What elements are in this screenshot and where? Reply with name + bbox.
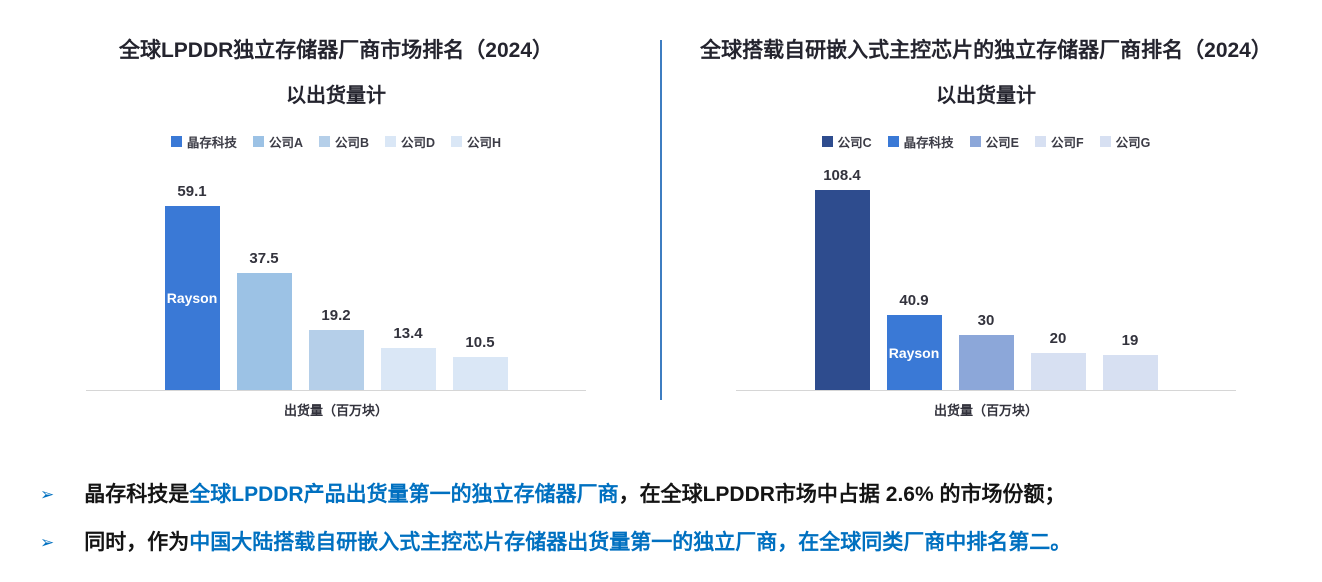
text-segment: 同时，作为 xyxy=(84,531,190,555)
legend-item: 公司E xyxy=(969,132,1019,151)
bar-value-label: 20 xyxy=(1049,330,1067,347)
bullet-arrow-icon: ➢ xyxy=(40,485,55,504)
chart-legend: 公司C 晶存科技 公司E 公司F 公司G xyxy=(821,132,1151,151)
bar xyxy=(452,357,508,390)
legend-swatch xyxy=(385,136,396,147)
bar: Rayson xyxy=(164,206,220,390)
chart-title: 全球LPDDR独立存储器厂商市场排名（2024） xyxy=(118,39,554,62)
legend-item: 公司B xyxy=(318,132,369,151)
bar-column: 59.1 Rayson xyxy=(164,183,220,390)
bar xyxy=(308,330,364,390)
legend-item: 晶存科技 xyxy=(887,132,954,151)
chart-embedded-controller-ranking: 全球搭载自研嵌入式主控芯片的独立存储器厂商排名（2024） 以出货量计 公司C 晶… xyxy=(666,26,1306,419)
chart-subtitle: 以出货量计 xyxy=(286,85,386,107)
bar-value-label: 10.5 xyxy=(465,334,495,351)
bullet-item: ➢ 同时，作为中国大陆搭载自研嵌入式主控芯片存储器出货量第一的独立厂商，在全球同类… xyxy=(40,529,1292,557)
bar-column: 108.4 xyxy=(814,167,870,390)
bar-brand-label: Rayson xyxy=(888,344,940,361)
bar-value-label: 13.4 xyxy=(393,325,423,342)
bar-value-label: 19.2 xyxy=(321,307,351,324)
text-segment: 晶存科技是 xyxy=(84,483,190,506)
bullet-text: 同时，作为中国大陆搭载自研嵌入式主控芯片存储器出货量第一的独立厂商，在全球同类厂… xyxy=(84,529,1071,557)
legend-label: 公司H xyxy=(467,136,502,150)
legend-item: 公司A xyxy=(252,132,303,151)
vertical-divider xyxy=(660,40,662,400)
bar-column: 10.5 xyxy=(452,334,508,390)
legend-item: 公司D xyxy=(385,132,435,151)
bar-column: 30 xyxy=(958,312,1014,390)
legend-item: 公司C xyxy=(821,132,872,151)
legend-item: 公司H xyxy=(451,132,501,151)
legend-label: 晶存科技 xyxy=(903,136,954,150)
legend-item: 晶存科技 xyxy=(170,132,237,151)
x-axis-label: 出货量（百万块） xyxy=(933,403,1038,418)
bullet-text: 晶存科技是全球LPDDR产品出货量第一的独立存储器厂商，在全球LPDDR市场中占… xyxy=(84,481,1065,509)
x-axis-label: 出货量（百万块） xyxy=(283,403,388,418)
legend-item: 公司G xyxy=(1099,132,1151,151)
chart-subtitle: 以出货量计 xyxy=(936,85,1036,107)
bar-column: 13.4 xyxy=(380,325,436,390)
chart-lpddr-ranking: 全球LPDDR独立存储器厂商市场排名（2024） 以出货量计 晶存科技 公司A 公司… xyxy=(16,26,656,419)
bar-column: 19 xyxy=(1102,332,1158,390)
text-segment: 中国大陆搭载自研嵌入式主控芯片存储器出货量第一的独立厂商，在全球同类厂商中排名第… xyxy=(189,531,1072,555)
bar xyxy=(958,335,1014,390)
bar-brand-label: Rayson xyxy=(166,290,218,306)
legend-label: 公司B xyxy=(334,136,369,150)
bullet-item: ➢ 晶存科技是全球LPDDR产品出货量第一的独立存储器厂商，在全球LPDDR市场中… xyxy=(40,481,1292,509)
text-segment: ，在全球LPDDR市场中占据 2.6% 的市场份额； xyxy=(618,483,1066,506)
legend-label: 公司G xyxy=(1115,136,1151,150)
legend-label: 公司D xyxy=(401,136,436,150)
bar-plot: 59.1 Rayson 37.5 19.2 13.4 10.5 xyxy=(86,161,586,391)
legend-label: 公司F xyxy=(1051,136,1084,150)
bar-value-label: 30 xyxy=(977,312,995,329)
legend-swatch xyxy=(821,136,833,147)
chart-legend: 晶存科技 公司A 公司B 公司D 公司H xyxy=(170,132,501,151)
legend-item: 公司F xyxy=(1035,132,1084,151)
bar-value-label: 19 xyxy=(1121,332,1139,349)
bar-value-label: 37.5 xyxy=(249,250,279,267)
bar xyxy=(1030,353,1086,390)
text-segment: 全球LPDDR产品出货量第一的独立存储器厂商 xyxy=(189,483,619,506)
bar: Rayson xyxy=(886,315,942,390)
charts-row: 全球LPDDR独立存储器厂商市场排名（2024） 以出货量计 晶存科技 公司A 公司… xyxy=(16,26,1306,419)
legend-swatch xyxy=(252,136,264,147)
bar-column: 37.5 xyxy=(236,250,292,390)
legend-swatch xyxy=(170,136,182,147)
legend-label: 公司C xyxy=(837,136,872,150)
legend-swatch xyxy=(1035,136,1046,147)
bar xyxy=(1102,355,1158,390)
bar-column: 19.2 xyxy=(308,307,364,390)
bullet-arrow-icon: ➢ xyxy=(40,533,55,553)
legend-swatch xyxy=(1099,136,1111,147)
chart-title: 全球搭载自研嵌入式主控芯片的独立存储器厂商排名（2024） xyxy=(700,39,1272,62)
bar-value-label: 59.1 xyxy=(177,183,207,200)
bar xyxy=(814,190,870,390)
bar-value-label: 40.9 xyxy=(899,292,929,309)
bar-column: 20 xyxy=(1030,330,1086,390)
legend-swatch xyxy=(318,136,330,147)
bar xyxy=(380,348,436,390)
legend-label: 晶存科技 xyxy=(186,136,237,150)
legend-swatch xyxy=(887,136,899,147)
bar-column: 40.9 Rayson xyxy=(886,292,942,390)
bar xyxy=(236,273,292,390)
legend-label: 公司E xyxy=(985,136,1019,150)
bar-plot: 108.4 40.9 Rayson 30 20 19 xyxy=(736,161,1236,391)
bullet-list: ➢ 晶存科技是全球LPDDR产品出货量第一的独立存储器厂商，在全球LPDDR市场中… xyxy=(40,481,1292,558)
legend-swatch xyxy=(969,136,981,147)
legend-swatch xyxy=(451,136,463,147)
legend-label: 公司A xyxy=(268,136,303,150)
bar-value-label: 108.4 xyxy=(823,167,861,184)
